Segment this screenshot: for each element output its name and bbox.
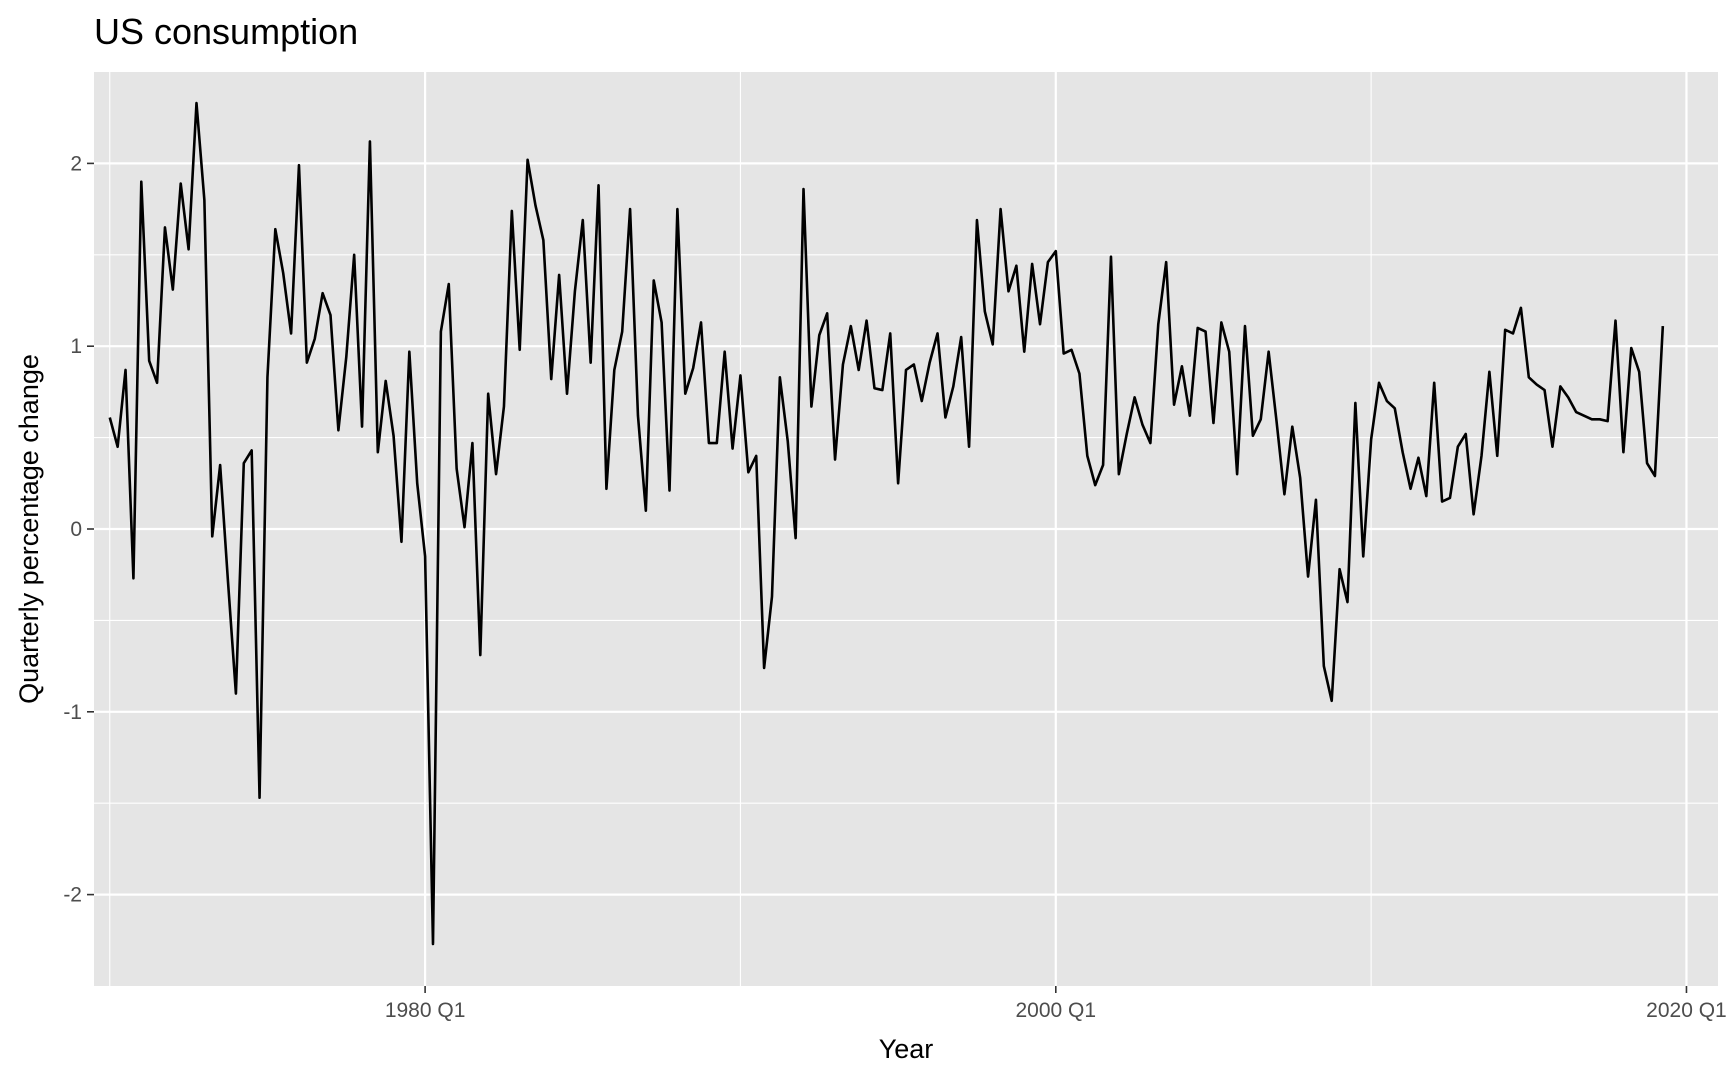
- y-axis: -2 -1 0 1 2: [63, 152, 94, 907]
- x-tick-label: 2020 Q1: [1646, 999, 1727, 1022]
- x-axis-title: Year: [879, 1034, 934, 1064]
- y-tick-label: 2: [70, 152, 82, 175]
- y-axis-title: Quarterly percentage change: [14, 354, 44, 704]
- x-tick-label: 2000 Q1: [1015, 999, 1096, 1022]
- x-axis: 1980 Q1 2000 Q1 2020 Q1: [385, 986, 1727, 1022]
- major-gridlines-x: [424, 72, 1688, 986]
- minor-gridlines-y: [94, 254, 1718, 804]
- y-tick-label: 0: [70, 518, 82, 541]
- y-tick-label: 1: [70, 335, 82, 358]
- series-line: [108, 101, 1665, 946]
- y-tick-label: -1: [63, 701, 82, 724]
- series-layer: [108, 101, 1665, 946]
- x-tick-label: 1980 Q1: [385, 999, 466, 1022]
- y-tick-label: -2: [63, 884, 82, 907]
- chart-title: US consumption: [94, 11, 358, 52]
